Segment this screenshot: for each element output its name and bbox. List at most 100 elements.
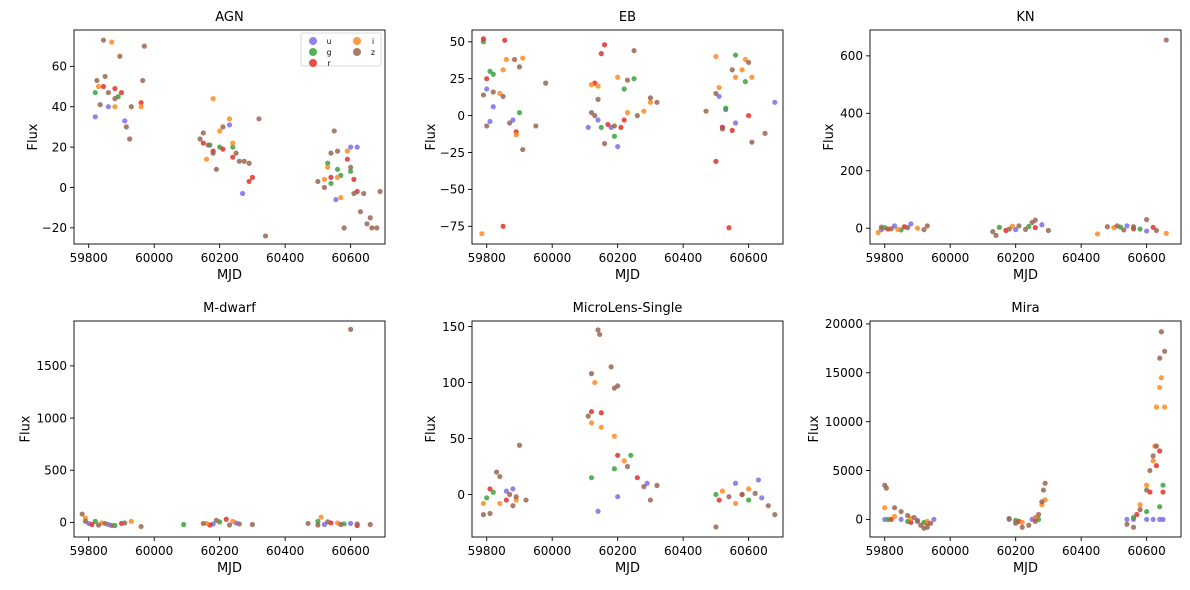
data-point-r bbox=[351, 176, 357, 182]
x-axis-label: MJD bbox=[1013, 268, 1038, 283]
data-point-u bbox=[585, 124, 591, 131]
data-point-z bbox=[719, 126, 726, 132]
data-point-z bbox=[585, 413, 591, 419]
data-point-z bbox=[1006, 226, 1012, 232]
data-point-z bbox=[1114, 223, 1120, 229]
data-point-u bbox=[644, 480, 650, 486]
data-point-z bbox=[367, 521, 373, 528]
legend-box bbox=[300, 32, 382, 67]
plot-frame bbox=[471, 320, 784, 538]
x-tick-label: 60200 bbox=[997, 251, 1035, 265]
data-point-r bbox=[89, 521, 95, 528]
y-tick-label: −50 bbox=[440, 183, 465, 197]
data-point-z bbox=[905, 512, 911, 519]
data-point-z bbox=[608, 364, 614, 370]
data-point-i bbox=[875, 229, 881, 236]
data-point-z bbox=[82, 518, 89, 524]
data-point-z bbox=[364, 221, 370, 227]
data-point-z bbox=[200, 520, 206, 527]
chart-title: Mira bbox=[1011, 301, 1039, 316]
data-point-u bbox=[348, 144, 354, 150]
data-point-z bbox=[624, 77, 631, 83]
data-point-z bbox=[601, 141, 608, 147]
data-point-z bbox=[1022, 226, 1029, 232]
data-point-z bbox=[654, 99, 660, 105]
data-point-z bbox=[367, 215, 373, 221]
data-point-r bbox=[480, 36, 487, 42]
data-point-z bbox=[1150, 453, 1156, 459]
x-tick-label: 60400 bbox=[266, 251, 304, 265]
x-tick-label: 60600 bbox=[730, 544, 768, 558]
legend-marker-g bbox=[309, 48, 317, 56]
data-point-z bbox=[233, 150, 239, 156]
x-axis-label: MJD bbox=[1013, 561, 1038, 576]
data-point-z bbox=[1026, 522, 1032, 528]
data-point-r bbox=[598, 51, 604, 57]
data-point-z bbox=[891, 505, 898, 511]
legend-label-i: i bbox=[372, 37, 374, 46]
data-point-u bbox=[732, 120, 739, 126]
data-point-i bbox=[138, 104, 144, 110]
plot-frame bbox=[471, 29, 784, 245]
data-point-z bbox=[361, 190, 367, 197]
data-point-z bbox=[210, 150, 216, 156]
data-point-z bbox=[647, 497, 654, 503]
data-point-g bbox=[230, 144, 236, 150]
data-point-u bbox=[908, 221, 914, 227]
data-point-z bbox=[905, 225, 911, 231]
data-point-z bbox=[624, 463, 631, 470]
x-tick-label: 60600 bbox=[1128, 251, 1166, 265]
data-point-z bbox=[1162, 348, 1168, 354]
x-tick-label: 60000 bbox=[533, 251, 571, 265]
chart-panel-4: M-dwarf 59800 60000 60200 60400 60600 0 500 1000… bbox=[18, 301, 386, 576]
y-tick-label: 50 bbox=[450, 35, 465, 49]
x-tick-label: 60600 bbox=[730, 251, 768, 265]
data-point-r bbox=[1153, 463, 1160, 469]
x-tick-label: 60200 bbox=[201, 544, 239, 558]
data-point-z bbox=[226, 522, 233, 528]
data-point-r bbox=[1134, 511, 1140, 518]
data-point-z bbox=[100, 37, 107, 43]
x-tick-label: 60200 bbox=[997, 544, 1035, 558]
data-point-z bbox=[236, 158, 242, 164]
data-point-r bbox=[1032, 225, 1038, 231]
data-point-u bbox=[772, 99, 778, 105]
data-point-r bbox=[500, 223, 506, 229]
y-tick-label: 200 bbox=[840, 164, 863, 178]
y-tick-label: 25 bbox=[450, 72, 465, 86]
data-points bbox=[79, 326, 373, 530]
data-point-z bbox=[511, 56, 518, 63]
data-point-g bbox=[742, 79, 748, 85]
data-point-z bbox=[213, 517, 220, 523]
data-point-g bbox=[713, 491, 719, 498]
chart-panel-2: EB 59800 60000 60200 60400 60600 −75 −50 −25 0 25 5… bbox=[424, 10, 784, 283]
data-point-g bbox=[631, 76, 637, 82]
data-point-i bbox=[479, 231, 485, 237]
data-point-z bbox=[205, 142, 211, 148]
legend-marker-z bbox=[353, 48, 361, 56]
data-point-i bbox=[1144, 482, 1150, 488]
data-point-u bbox=[484, 86, 490, 92]
data-point-g bbox=[328, 180, 334, 187]
x-tick-label: 59800 bbox=[468, 544, 506, 558]
data-point-g bbox=[746, 497, 752, 503]
legend-label-r: r bbox=[327, 59, 331, 68]
data-points bbox=[480, 327, 778, 530]
data-point-u bbox=[105, 104, 111, 110]
data-point-u bbox=[1144, 228, 1150, 234]
y-tick-label: 60 bbox=[52, 60, 67, 74]
data-point-z bbox=[1153, 227, 1160, 234]
y-tick-label: 0 bbox=[59, 181, 67, 195]
data-point-i bbox=[520, 55, 526, 61]
data-point-z bbox=[315, 522, 321, 528]
data-point-z bbox=[315, 178, 321, 185]
data-point-g bbox=[484, 495, 490, 501]
data-point-z bbox=[262, 233, 269, 239]
data-point-r bbox=[713, 158, 719, 164]
data-point-u bbox=[510, 486, 516, 492]
x-tick-label: 59800 bbox=[70, 544, 108, 558]
data-point-u bbox=[122, 118, 128, 124]
data-point-r bbox=[729, 127, 735, 133]
data-point-u bbox=[1124, 516, 1130, 523]
